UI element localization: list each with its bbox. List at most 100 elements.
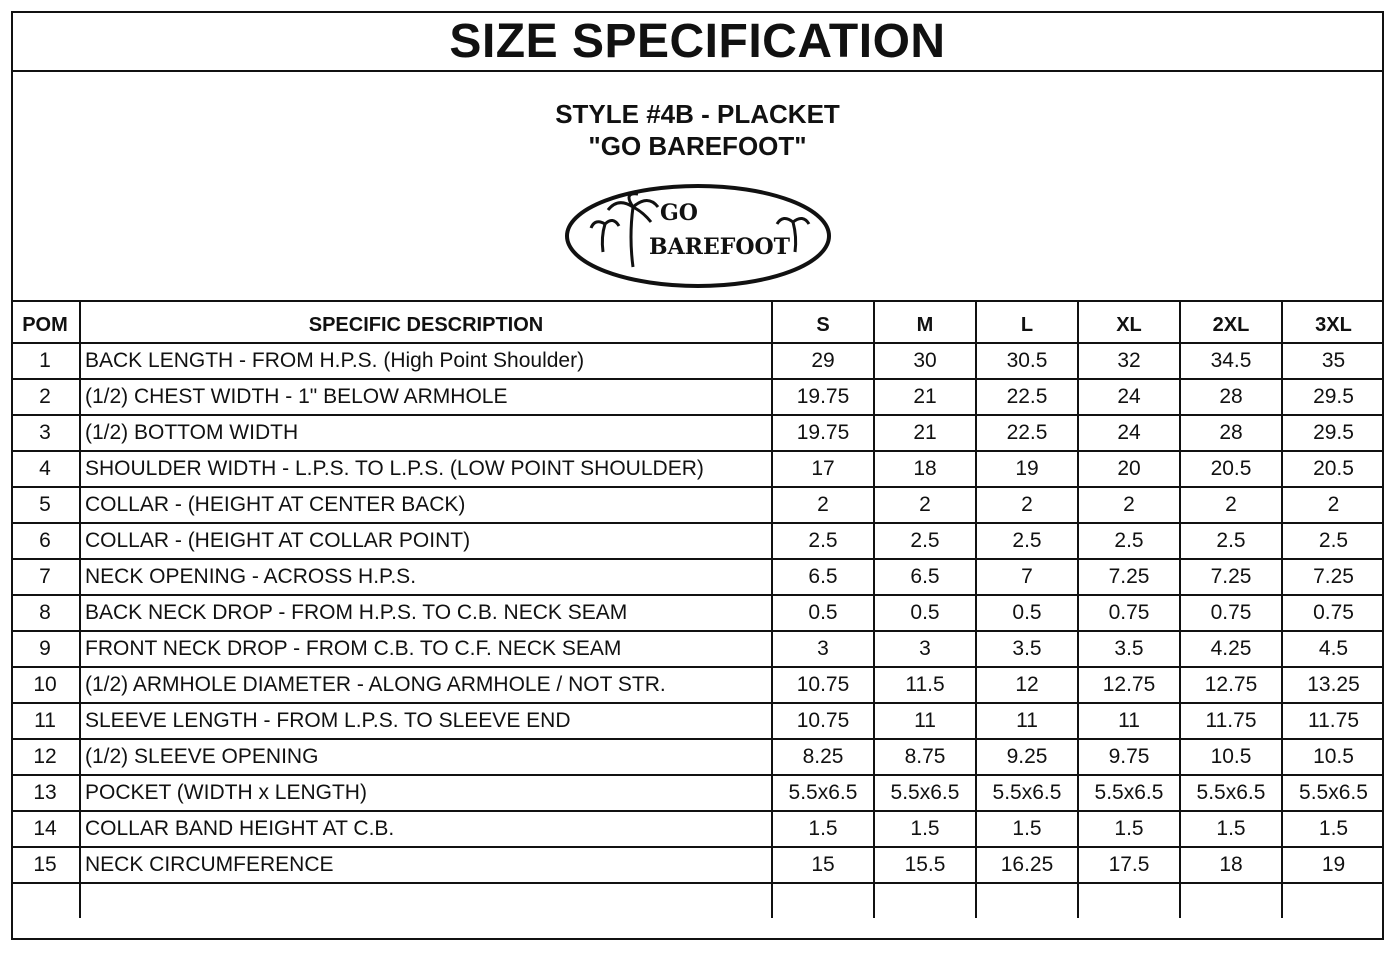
- measurement-cell: 9.75: [1077, 738, 1181, 776]
- measurement-cell: 1.5: [771, 810, 875, 848]
- measurement-cell: 3.5: [975, 630, 1079, 668]
- measurement-cell: 5.5x6.5: [873, 774, 977, 812]
- measurement-cell: 34.5: [1179, 342, 1283, 380]
- measurement-cell: 10.5: [1281, 738, 1384, 776]
- measurement-cell: 1.5: [1077, 810, 1181, 848]
- measurement-cell: 8.25: [771, 738, 875, 776]
- measurement-cell: 11.75: [1281, 702, 1384, 740]
- measurement-cell: 30: [873, 342, 977, 380]
- pom-cell: 6: [11, 522, 81, 560]
- description-cell: FRONT NECK DROP - FROM C.B. TO C.F. NECK…: [79, 630, 773, 668]
- pom-cell: 2: [11, 378, 81, 416]
- measurement-cell: 12.75: [1077, 666, 1181, 704]
- measurement-cell: 5.5x6.5: [1077, 774, 1181, 812]
- column-header: L: [975, 302, 1079, 344]
- measurement-cell: 18: [1179, 846, 1283, 884]
- style-name: "GO BAREFOOT": [588, 131, 807, 161]
- measurement-cell: 28: [1179, 414, 1283, 452]
- measurement-cell: 2: [771, 486, 875, 524]
- measurement-cell: 17: [771, 450, 875, 488]
- measurement-cell: 7.25: [1077, 558, 1181, 596]
- column-header: 3XL: [1281, 302, 1384, 344]
- measurement-cell: 1.5: [1281, 810, 1384, 848]
- measurement-cell: 2: [1281, 486, 1384, 524]
- measurement-cell: 6.5: [771, 558, 875, 596]
- measurement-cell: 32: [1077, 342, 1181, 380]
- measurement-cell: 0.75: [1281, 594, 1384, 632]
- measurement-cell: 10.75: [771, 666, 875, 704]
- pom-cell: 4: [11, 450, 81, 488]
- size-spec-sheet: SIZE SPECIFICATION STYLE #4B - PLACKET "…: [11, 11, 1384, 940]
- measurement-cell: 22.5: [975, 414, 1079, 452]
- measurement-cell: [873, 882, 977, 918]
- table-row: 14 COLLAR BAND HEIGHT AT C.B. 1.5 1.5 1.5 1.5…: [11, 810, 1384, 848]
- measurement-cell: 2.5: [771, 522, 875, 560]
- column-header: 2XL: [1179, 302, 1283, 344]
- description-cell: COLLAR - (HEIGHT AT COLLAR POINT): [79, 522, 773, 560]
- measurement-cell: 24: [1077, 378, 1181, 416]
- table-row: 7 NECK OPENING - ACROSS H.P.S. 6.5 6.5 7 7.25…: [11, 558, 1384, 596]
- style-block: STYLE #4B - PLACKET "GO BAREFOOT" GO BAR…: [13, 72, 1382, 302]
- measurement-cell: 2.5: [975, 522, 1079, 560]
- measurement-cell: 16.25: [975, 846, 1079, 884]
- pom-cell: 10: [11, 666, 81, 704]
- measurement-cell: 35: [1281, 342, 1384, 380]
- measurement-cell: 21: [873, 378, 977, 416]
- description-cell: NECK OPENING - ACROSS H.P.S.: [79, 558, 773, 596]
- description-cell: (1/2) BOTTOM WIDTH: [79, 414, 773, 452]
- measurement-cell: 5.5x6.5: [975, 774, 1079, 812]
- measurement-cell: 7.25: [1281, 558, 1384, 596]
- description-cell: (1/2) ARMHOLE DIAMETER - ALONG ARMHOLE /…: [79, 666, 773, 704]
- pom-cell: 11: [11, 702, 81, 740]
- measurement-cell: 0.5: [873, 594, 977, 632]
- measurement-cell: [771, 882, 875, 918]
- size-spec-table: POM SPECIFIC DESCRIPTION S M L XL 2XL 3XL 1 BACK…: [11, 302, 1384, 918]
- measurement-cell: 15: [771, 846, 875, 884]
- table-row: 10 (1/2) ARMHOLE DIAMETER - ALONG ARMHOLE…: [11, 666, 1384, 704]
- description-cell: [79, 882, 773, 918]
- measurement-cell: 5.5x6.5: [1281, 774, 1384, 812]
- measurement-cell: 30.5: [975, 342, 1079, 380]
- measurement-cell: [1281, 882, 1384, 918]
- measurement-cell: 20.5: [1179, 450, 1283, 488]
- description-cell: POCKET (WIDTH x LENGTH): [79, 774, 773, 812]
- measurement-cell: 9.25: [975, 738, 1079, 776]
- pom-cell: 12: [11, 738, 81, 776]
- measurement-cell: 0.5: [771, 594, 875, 632]
- measurement-cell: 6.5: [873, 558, 977, 596]
- pom-cell: 13: [11, 774, 81, 812]
- measurement-cell: 2: [1179, 486, 1283, 524]
- pom-cell: 1: [11, 342, 81, 380]
- table-row: 9 FRONT NECK DROP - FROM C.B. TO C.F. NEC…: [11, 630, 1384, 668]
- description-cell: BACK NECK DROP - FROM H.P.S. TO C.B. NEC…: [79, 594, 773, 632]
- measurement-cell: 2.5: [1179, 522, 1283, 560]
- header-row: POM SPECIFIC DESCRIPTION S M L XL 2XL 3XL: [11, 302, 1384, 344]
- measurement-cell: 0.75: [1077, 594, 1181, 632]
- table-row: 5 COLLAR - (HEIGHT AT CENTER BACK) 2 2 2 2 2 2: [11, 486, 1384, 524]
- measurement-cell: 2.5: [1281, 522, 1384, 560]
- column-header: M: [873, 302, 977, 344]
- description-cell: BACK LENGTH - FROM H.P.S. (High Point Sh…: [79, 342, 773, 380]
- table-row: 15 NECK CIRCUMFERENCE 15 15.5 16.25 17.5 18 19: [11, 846, 1384, 884]
- go-barefoot-logo: GO BAREFOOT: [565, 184, 831, 288]
- table-row: 6 COLLAR - (HEIGHT AT COLLAR POINT) 2.5 2.5…: [11, 522, 1384, 560]
- measurement-cell: 1.5: [975, 810, 1079, 848]
- measurement-cell: 29.5: [1281, 414, 1384, 452]
- table-row: 3 (1/2) BOTTOM WIDTH 19.75 21 22.5 24 28 29.5: [11, 414, 1384, 452]
- pom-cell: 8: [11, 594, 81, 632]
- measurement-cell: [975, 882, 1079, 918]
- table-row: 2 (1/2) CHEST WIDTH - 1" BELOW ARMHOLE 19.…: [11, 378, 1384, 416]
- measurement-cell: 5.5x6.5: [1179, 774, 1283, 812]
- measurement-cell: 11.75: [1179, 702, 1283, 740]
- description-cell: SHOULDER WIDTH - L.P.S. TO L.P.S. (LOW P…: [79, 450, 773, 488]
- table-row: 12 (1/2) SLEEVE OPENING 8.25 8.75 9.25 9.75 10…: [11, 738, 1384, 776]
- measurement-cell: 28: [1179, 378, 1283, 416]
- pom-cell: 15: [11, 846, 81, 884]
- description-cell: (1/2) CHEST WIDTH - 1" BELOW ARMHOLE: [79, 378, 773, 416]
- pom-cell: 14: [11, 810, 81, 848]
- logo-text-go: GO: [660, 200, 698, 226]
- pom-cell: 9: [11, 630, 81, 668]
- table-row: 4 SHOULDER WIDTH - L.P.S. TO L.P.S. (LOW …: [11, 450, 1384, 488]
- pom-cell: 3: [11, 414, 81, 452]
- measurement-cell: 24: [1077, 414, 1181, 452]
